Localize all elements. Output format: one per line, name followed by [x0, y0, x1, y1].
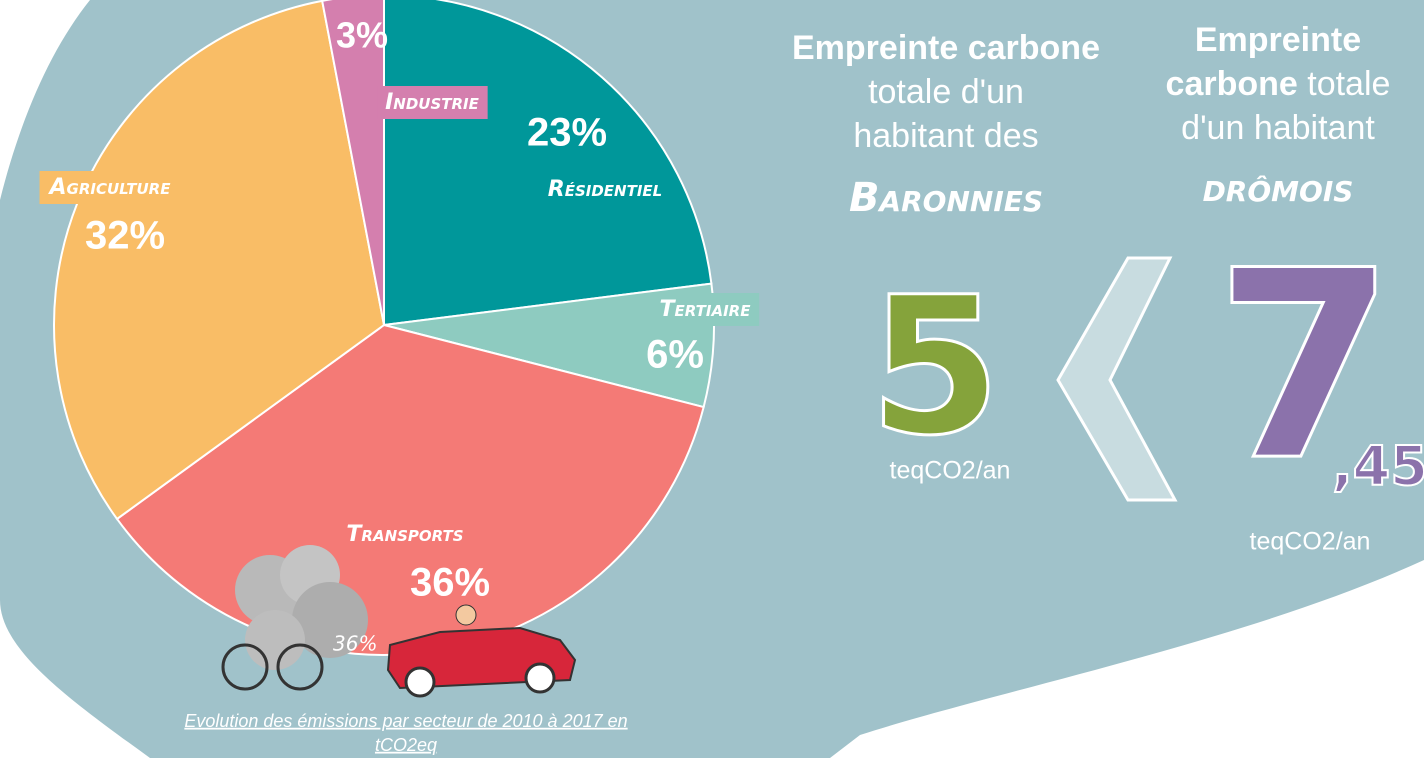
heading-segment: totale d'un	[868, 73, 1024, 111]
value-label: 32%	[85, 214, 165, 258]
heading-line: habitant des	[853, 117, 1038, 155]
illustration-label: 36%	[333, 632, 377, 656]
heading-line: Empreinte carbone	[792, 29, 1100, 67]
heading-segment: Empreinte	[1195, 21, 1361, 59]
category-label: Transports	[346, 522, 463, 547]
value-label: 6%	[646, 333, 704, 377]
car-wheel	[406, 668, 434, 696]
place-name: Baronnies	[849, 175, 1043, 221]
decimals: ,45	[1332, 435, 1424, 498]
big-number: 5	[869, 256, 1001, 477]
driver	[456, 605, 476, 625]
heading-line: Empreinte	[1195, 21, 1361, 59]
category-label: Industrie	[385, 90, 480, 115]
caption-line[interactable]: Evolution des émissions par secteur de 2…	[184, 711, 627, 731]
unit: teqCO2/an	[890, 457, 1011, 485]
heading-line: totale d'un	[868, 73, 1024, 111]
heading-line: carbone totale	[1166, 65, 1391, 103]
heading-segment: totale	[1298, 65, 1391, 103]
heading-segment: habitant des	[853, 117, 1038, 155]
place-name: drômois	[1203, 165, 1354, 211]
infographic: Résidentiel 23% Tertiaire 6% Transports 36% Ag…	[0, 0, 1424, 758]
unit: teqCO2/an	[1250, 528, 1371, 556]
heading-segment: Empreinte carbone	[792, 29, 1100, 67]
value-label: 36%	[410, 561, 490, 605]
heading-line: d'un habitant	[1181, 109, 1375, 147]
heading-segment: d'un habitant	[1181, 109, 1375, 147]
heading-segment: carbone	[1166, 65, 1298, 103]
value-label: 23%	[527, 111, 607, 155]
category-label: Tertiaire	[660, 297, 752, 322]
value-label: 3%	[336, 15, 388, 56]
category-label: Agriculture	[48, 175, 172, 200]
smoke	[245, 610, 305, 670]
caption-line[interactable]: tCO2eq	[375, 735, 437, 755]
car-wheel	[526, 664, 554, 692]
category-label: Résidentiel	[548, 177, 662, 202]
